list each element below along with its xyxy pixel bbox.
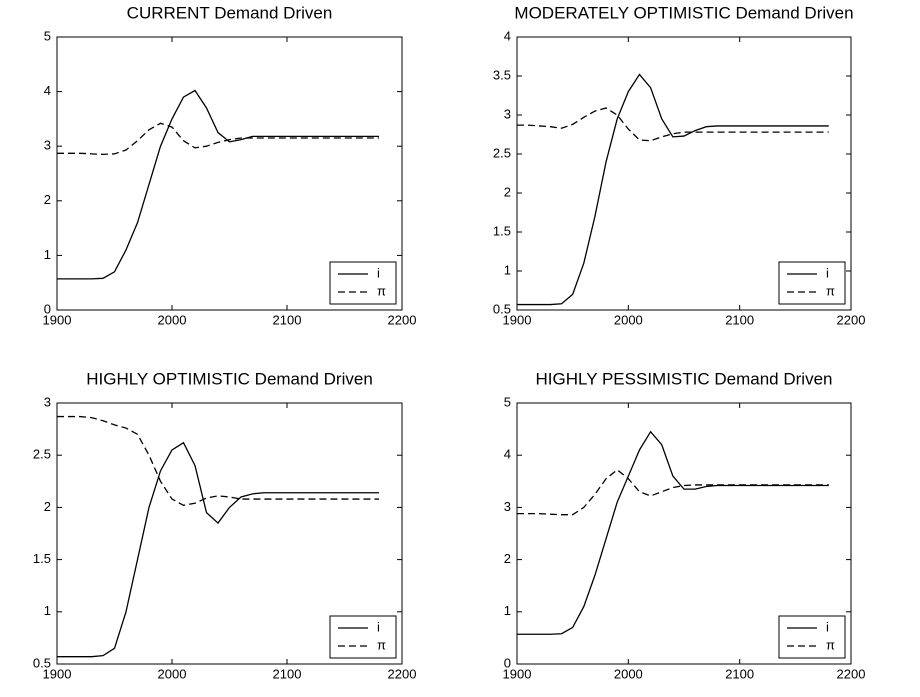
series-line <box>517 107 829 142</box>
legend: iπ <box>329 615 397 659</box>
legend: iπ <box>778 615 846 659</box>
series-line <box>57 122 379 156</box>
x-tick-label: 1900 <box>503 666 532 681</box>
y-tick-label: 2.5 <box>493 145 511 160</box>
y-tick-label: 2 <box>44 192 51 207</box>
y-tick-label: 0.5 <box>493 301 511 316</box>
legend-label: π <box>377 283 386 298</box>
y-tick-label: 0 <box>44 301 51 316</box>
legend-label: i <box>826 265 829 280</box>
y-tick-label: 3.5 <box>493 67 511 82</box>
y-tick-label: 1 <box>44 603 51 618</box>
y-tick-label: 4 <box>44 83 51 98</box>
x-tick-label: 2000 <box>614 666 643 681</box>
series-line <box>57 415 379 506</box>
legend: iπ <box>329 261 397 305</box>
y-tick-label: 3 <box>504 499 511 514</box>
series-line <box>57 89 379 280</box>
chart-title: HIGHLY OPTIMISTIC Demand Driven <box>86 369 373 388</box>
legend: iπ <box>778 261 846 305</box>
x-tick-label: 1900 <box>43 312 72 327</box>
x-tick-label: 2100 <box>273 666 302 681</box>
legend-box <box>778 615 846 659</box>
y-tick-label: 3 <box>44 138 51 153</box>
y-tick-label: 1 <box>504 262 511 277</box>
y-tick-label: 1 <box>504 603 511 618</box>
y-tick-label: 4 <box>504 447 511 462</box>
y-tick-label: 0.5 <box>33 655 51 670</box>
legend-label: π <box>377 637 386 652</box>
y-tick-label: 2 <box>44 499 51 514</box>
x-tick-label: 2200 <box>388 312 417 327</box>
chart-title: CURRENT Demand Driven <box>127 3 333 22</box>
x-tick-label: 2200 <box>837 312 866 327</box>
legend-label: π <box>826 637 835 652</box>
y-tick-label: 2 <box>504 551 511 566</box>
y-tick-label: 1 <box>44 247 51 262</box>
chart-title: HIGHLY PESSIMISTIC Demand Driven <box>536 369 833 388</box>
y-tick-label: 5 <box>44 28 51 43</box>
x-tick-label: 2100 <box>725 666 754 681</box>
y-tick-label: 2 <box>504 184 511 199</box>
x-tick-label: 2200 <box>837 666 866 681</box>
legend-box <box>329 615 397 659</box>
legend-label: i <box>826 619 829 634</box>
x-tick-label: 2100 <box>273 312 302 327</box>
x-tick-label: 1900 <box>43 666 72 681</box>
legend-box <box>329 261 397 305</box>
x-tick-label: 2000 <box>158 666 187 681</box>
x-tick-label: 2000 <box>158 312 187 327</box>
y-tick-label: 3 <box>44 394 51 409</box>
x-tick-label: 1900 <box>503 312 532 327</box>
series-line <box>517 73 829 306</box>
y-tick-label: 0 <box>504 655 511 670</box>
y-tick-label: 3 <box>504 106 511 121</box>
legend-box <box>778 261 846 305</box>
y-tick-label: 4 <box>504 28 511 43</box>
legend-label: π <box>826 283 835 298</box>
legend-label: i <box>377 619 380 634</box>
x-tick-label: 2100 <box>725 312 754 327</box>
x-tick-label: 2000 <box>614 312 643 327</box>
series-line <box>517 468 829 516</box>
chart-title: MODERATELY OPTIMISTIC Demand Driven <box>514 3 853 22</box>
legend-label: i <box>377 265 380 280</box>
series-line <box>57 441 379 658</box>
x-tick-label: 2200 <box>388 666 417 681</box>
y-tick-label: 1.5 <box>33 551 51 566</box>
y-tick-label: 5 <box>504 394 511 409</box>
y-tick-label: 2.5 <box>33 447 51 462</box>
y-tick-label: 1.5 <box>493 223 511 238</box>
